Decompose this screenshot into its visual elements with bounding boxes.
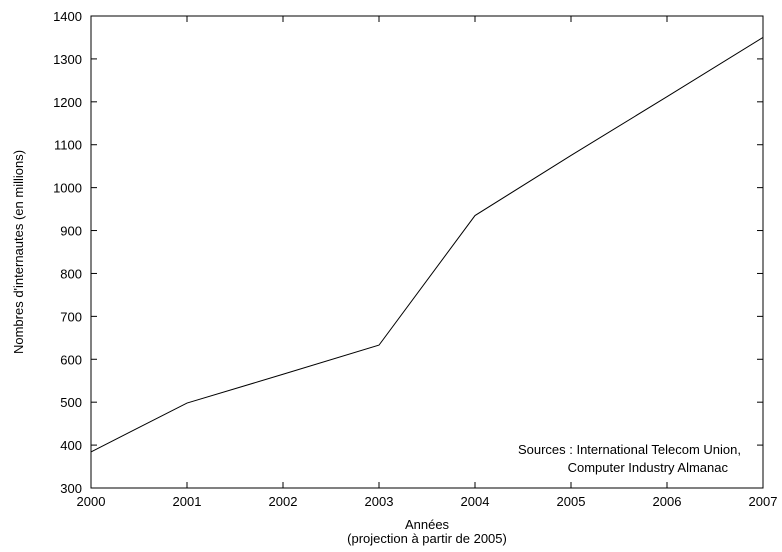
annotation-line-1: Sources : International Telecom Union, <box>518 442 741 457</box>
x-axis-subtitle: (projection à partir de 2005) <box>347 531 507 546</box>
x-tick-label: 2004 <box>461 494 490 509</box>
x-tick-label: 2007 <box>749 494 778 509</box>
plot-frame <box>90 15 764 489</box>
y-axis: 300 400 500 600 700 800 900 1000 1100 1200 1300 140… <box>53 9 763 496</box>
y-tick-label: 300 <box>60 481 82 496</box>
y-tick-label: 1300 <box>53 52 82 67</box>
y-tick-label: 600 <box>60 352 82 367</box>
y-tick-label: 700 <box>60 309 82 324</box>
y-axis-title: Nombres d'internautes (en millions) <box>11 150 26 354</box>
y-tick-label: 500 <box>60 395 82 410</box>
x-tick-label: 2000 <box>77 494 106 509</box>
x-axis-title: Années <box>405 517 450 532</box>
y-tick-label: 800 <box>60 266 82 281</box>
x-tick-label: 2005 <box>557 494 586 509</box>
series-line <box>90 37 764 453</box>
y-tick-label: 1200 <box>53 95 82 110</box>
y-tick-label: 400 <box>60 438 82 453</box>
y-tick-label: 1100 <box>54 138 82 153</box>
x-tick-label: 2003 <box>365 494 394 509</box>
x-tick-label: 2001 <box>173 494 202 509</box>
x-axis: 2000 2001 2002 2003 2004 2005 2006 2007 <box>77 16 778 509</box>
y-tick-label: 1000 <box>53 181 82 196</box>
annotation-line-2: Computer Industry Almanac <box>568 460 729 475</box>
x-tick-label: 2002 <box>269 494 298 509</box>
y-tick-label: 1400 <box>53 9 82 24</box>
x-tick-label: 2006 <box>653 494 682 509</box>
y-tick-label: 900 <box>60 224 82 239</box>
